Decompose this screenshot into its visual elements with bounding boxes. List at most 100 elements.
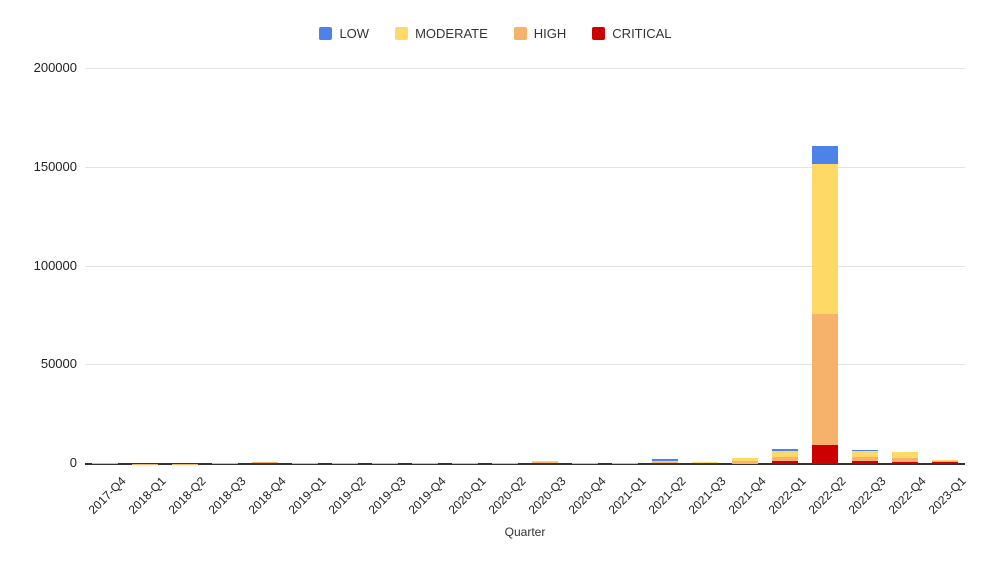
bar-segment-moderate <box>932 460 958 462</box>
x-tick-label: 2018-Q3 <box>205 474 249 517</box>
legend-item-moderate: MODERATE <box>395 26 488 41</box>
bar-slot: 2022-Q4 <box>885 68 929 517</box>
bar <box>772 449 798 464</box>
legend-swatch-low <box>319 27 333 40</box>
bar-segment-high <box>572 463 598 464</box>
x-tick-label: 2019-Q3 <box>365 474 409 517</box>
x-tick-label: 2021-Q2 <box>645 474 689 517</box>
bar <box>212 463 238 464</box>
bar-slot: 2022-Q2 <box>805 68 849 517</box>
bar-segment-high <box>412 463 438 464</box>
bar <box>572 463 598 464</box>
legend-swatch-moderate <box>395 27 409 40</box>
bar-segment-high <box>692 462 718 464</box>
bar-segment-high <box>92 463 118 464</box>
legend-item-high: HIGH <box>513 26 566 41</box>
legend-swatch-high <box>513 27 527 40</box>
x-axis-line <box>85 463 965 465</box>
bar-slot: 2017-Q4 <box>85 68 129 517</box>
x-tick-label: 2021-Q4 <box>725 474 769 517</box>
x-tick-label: 2020-Q1 <box>445 474 489 517</box>
bar <box>492 463 518 464</box>
bar-slot: 2018-Q2 <box>165 68 209 517</box>
bar-segment-high <box>372 463 398 464</box>
bar-segment-critical <box>532 462 558 464</box>
legend-item-low: LOW <box>319 26 369 41</box>
bar <box>932 460 958 464</box>
legend-label-moderate: MODERATE <box>415 26 488 41</box>
bar-segment-high <box>332 463 358 464</box>
bar-slot: 2019-Q2 <box>325 68 369 517</box>
bar-segment-low <box>812 146 838 164</box>
legend-swatch-critical <box>592 27 606 40</box>
bar-slot: 2021-Q2 <box>645 68 689 517</box>
gridline <box>85 68 965 69</box>
bar-segment-moderate <box>812 163 838 314</box>
bar-slot: 2020-Q1 <box>445 68 489 517</box>
bar-segment-moderate <box>772 450 798 457</box>
legend-label-critical: CRITICAL <box>612 26 672 41</box>
bar-segment-low <box>772 449 798 451</box>
bar-segment-moderate <box>652 461 678 463</box>
y-tick-label: 50000 <box>40 356 77 372</box>
bar-segment-critical <box>892 462 918 464</box>
bar <box>452 463 478 464</box>
bar-segment-high <box>892 457 918 463</box>
bar-slot: 2023-Q1 <box>925 68 969 517</box>
bar-segment-critical <box>812 445 838 464</box>
bar-segment-moderate <box>732 457 758 462</box>
bar <box>812 146 838 464</box>
bar-segment-high <box>652 462 678 463</box>
bar-segment-moderate <box>892 451 918 458</box>
bar <box>892 451 918 464</box>
bar-segment-high <box>252 462 278 464</box>
bar-segment-critical <box>692 463 718 464</box>
bar <box>652 459 678 464</box>
x-tick-label: 2023-Q1 <box>925 474 969 517</box>
bar-segment-critical <box>852 461 878 464</box>
bar-slot: 2018-Q1 <box>125 68 169 517</box>
y-tick-label: 100000 <box>33 257 77 273</box>
y-axis: 0 50000 100000 150000 200000 <box>2 60 77 470</box>
gridline <box>85 364 965 366</box>
bar-segment-moderate <box>92 462 118 464</box>
y-tick-label: 150000 <box>33 158 77 174</box>
bar-segment-high <box>852 457 878 462</box>
x-tick-label: 2021-Q1 <box>605 474 649 517</box>
bar-segment-high <box>772 456 798 462</box>
gridline <box>85 265 965 267</box>
bars: 2017-Q4 2018-Q1 2018-Q2 2018-Q3 2018-Q4 2019-… <box>85 68 969 517</box>
bar-slot: 2020-Q2 <box>485 68 529 517</box>
bar-segment-moderate <box>852 451 878 458</box>
bar-slot: 2020-Q3 <box>525 68 569 517</box>
bar-segment-high <box>932 461 958 463</box>
bar-segment-moderate <box>532 461 558 463</box>
bar-slot: 2021-Q3 <box>685 68 729 517</box>
bar-segment-high <box>212 463 238 464</box>
x-tick-label: 2019-Q4 <box>405 474 449 517</box>
bar <box>332 463 358 464</box>
bar <box>372 463 398 464</box>
bar <box>252 462 278 464</box>
bar-segment-critical <box>652 462 678 464</box>
bar-slot: 2022-Q3 <box>845 68 889 517</box>
x-tick-label: 2018-Q4 <box>245 474 289 517</box>
x-tick-label: 2017-Q4 <box>85 474 129 517</box>
legend-label-low: LOW <box>339 26 370 41</box>
bar-segment-high <box>492 463 518 464</box>
x-tick-label: 2022-Q2 <box>805 474 849 517</box>
x-tick-label: 2022-Q4 <box>885 474 929 517</box>
bar-segment-critical <box>772 461 798 464</box>
bar <box>412 463 438 464</box>
legend-item-critical: CRITICAL <box>592 26 672 41</box>
bar-segment-high <box>732 461 758 464</box>
bar-slot: 2018-Q3 <box>205 68 249 517</box>
x-tick-label: 2022-Q1 <box>765 474 809 517</box>
x-tick-label: 2020-Q4 <box>565 474 609 517</box>
x-tick-label: 2021-Q3 <box>685 474 729 517</box>
bar-segment-high <box>812 313 838 446</box>
x-tick-label: 2018-Q2 <box>165 474 209 517</box>
gridlines <box>85 68 965 463</box>
bar-segment-low <box>652 459 678 462</box>
